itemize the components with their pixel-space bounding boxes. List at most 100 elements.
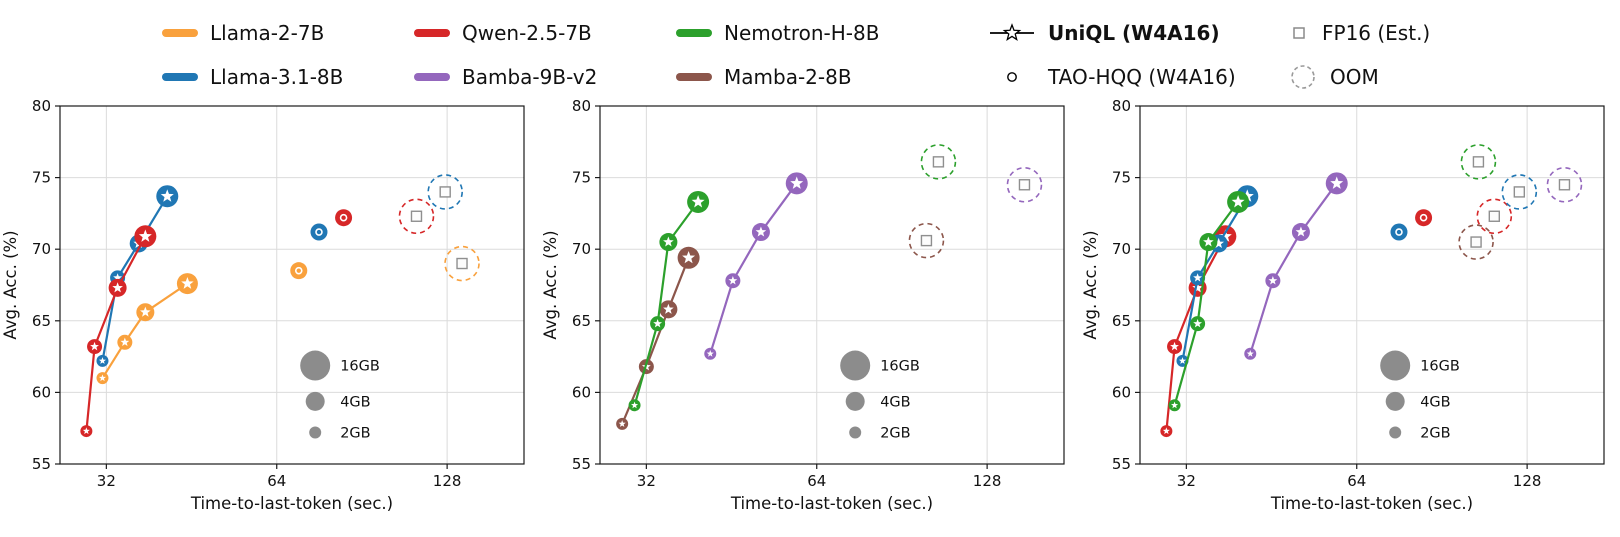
legend-item-oom: OOM [1288, 62, 1458, 92]
star-glyph-icon [618, 420, 626, 427]
star-glyph-icon [1330, 176, 1344, 189]
star-glyph-icon [706, 350, 714, 357]
x-tick-label: 64 [807, 472, 826, 490]
size-legend-label: 2GB [1420, 425, 1450, 441]
x-axis-label: Time-to-last-token (sec.) [190, 494, 393, 513]
star-glyph-icon [653, 319, 663, 328]
legend-label: Bamba-9B-v2 [462, 65, 598, 89]
fp16-square [439, 186, 451, 198]
x-tick-label: 64 [1347, 472, 1366, 490]
series-swatch-mamba-icon [676, 73, 712, 81]
size-legend-bubble [305, 391, 325, 411]
y-tick-label: 75 [572, 169, 591, 187]
chart-svg: 16GB 4GB 2GB 32 64 128 55 60 65 70 75 80 Time-to-las… [1, 97, 525, 513]
plot-border [599, 105, 1065, 465]
star-glyph-icon [790, 176, 804, 189]
size-legend-label: 4GB [340, 394, 370, 410]
legend-label: Mamba-2-8B [724, 65, 852, 89]
tao-hqq-point [290, 262, 308, 280]
y-tick-label: 75 [1112, 169, 1131, 187]
y-tick-label: 55 [572, 455, 591, 473]
y-tick-label: 70 [572, 240, 591, 258]
legend-item-tao-hqq: TAO-HQQ (W4A16) [988, 62, 1288, 92]
star-glyph-icon [1171, 401, 1179, 409]
series-line [1249, 182, 1338, 355]
y-tick-label: 60 [1112, 383, 1131, 401]
star-glyph-icon [1178, 357, 1187, 364]
star-line-icon [990, 23, 1034, 41]
star-glyph-icon [1295, 226, 1307, 237]
tao-hqq-ring-icon [1419, 213, 1428, 222]
size-legend-bubble [845, 391, 865, 411]
chart-svg: 16GB 4GB 2GB 32 64 128 55 60 65 70 75 80 Time-to-las… [541, 97, 1065, 513]
y-tick-label: 65 [32, 312, 51, 330]
legend-item-llama-2-7b: Llama-2-7B [162, 18, 414, 48]
legend: Llama-2-7B Qwen-2.5-7B Nemotron-H-8B Uni… [0, 0, 1620, 92]
star-glyph-icon [682, 250, 696, 264]
chart-svg: 16GB 4GB 2GB 32 64 128 55 60 65 70 75 80 Time-to-las… [1081, 97, 1605, 513]
star-glyph-icon [1268, 276, 1278, 285]
legend-label: Qwen-2.5-7B [462, 21, 592, 45]
y-tick-label: 80 [572, 98, 591, 115]
tao-hqq-ring-icon [294, 266, 303, 275]
star-glyph-icon [728, 276, 738, 285]
star-glyph-icon [691, 195, 705, 208]
legend-item-mamba-2-8b: Mamba-2-8B [676, 62, 988, 92]
star-glyph-icon [1213, 237, 1225, 248]
y-tick-label: 65 [572, 312, 591, 330]
fp16-square [1472, 156, 1485, 168]
star-glyph-icon [1162, 427, 1170, 435]
series-line [633, 201, 699, 406]
y-tick-label: 70 [1112, 240, 1131, 258]
chart-left: 16GB 4GB 2GB 32 64 128 55 60 65 70 75 80 Time-to-las… [0, 97, 540, 518]
y-tick-label: 70 [32, 240, 51, 258]
fp16-square [1470, 236, 1482, 248]
star-glyph-icon [140, 306, 151, 317]
y-axis-label: Avg. Acc. (%) [1, 230, 20, 339]
series-line [101, 282, 189, 379]
star-glyph-icon [160, 189, 174, 202]
size-legend-bubble [309, 426, 322, 439]
y-tick-label: 55 [1112, 455, 1131, 473]
tao-hqq-ring-icon [1395, 228, 1403, 236]
star-glyph-icon [138, 229, 152, 242]
size-legend-bubble [1380, 350, 1411, 381]
star-glyph-icon [1218, 229, 1232, 242]
oom-circle [1501, 174, 1538, 210]
star-glyph-icon [90, 341, 99, 351]
star-glyph-icon [82, 427, 90, 435]
series-swatch-bamba-icon [414, 73, 450, 81]
series-swatch-nemotron-icon [676, 29, 712, 37]
x-tick-label: 32 [637, 472, 656, 490]
y-tick-label: 80 [32, 98, 51, 115]
star-glyph-icon [1240, 189, 1254, 202]
tao-hqq-ring-icon [339, 213, 348, 222]
oom-circle [427, 174, 463, 210]
star-glyph-icon [755, 226, 767, 237]
star-glyph-icon [1246, 350, 1254, 357]
legend-item-nemotron-h-8b: Nemotron-H-8B [676, 18, 988, 48]
star-glyph-icon [98, 374, 107, 382]
plot-border [59, 105, 525, 465]
legend-label: Nemotron-H-8B [724, 21, 880, 45]
star-glyph-icon [663, 236, 674, 247]
fp16-square [456, 257, 468, 270]
star-glyph-icon [1170, 341, 1179, 351]
legend-label: TAO-HQQ (W4A16) [1048, 65, 1236, 89]
legend-item-uniql: UniQL (W4A16) [988, 18, 1288, 48]
y-tick-label: 80 [1112, 98, 1131, 115]
series-line [101, 195, 169, 362]
fp16-square [1488, 210, 1500, 222]
fp16-square [1558, 179, 1571, 191]
oom-circle [444, 245, 480, 282]
x-tick-label: 128 [973, 472, 1002, 490]
chart-middle: 16GB 4GB 2GB 32 64 128 55 60 65 70 75 80 Time-to-las… [540, 97, 1080, 518]
size-legend-label: 16GB [1420, 359, 1460, 375]
plot-border [1139, 105, 1605, 465]
series-line [621, 257, 690, 425]
star-glyph-icon [120, 337, 130, 347]
y-tick-label: 60 [572, 383, 591, 401]
size-legend-bubble [1385, 391, 1405, 411]
legend-label: UniQL (W4A16) [1048, 21, 1220, 45]
x-tick-label: 64 [267, 472, 286, 490]
